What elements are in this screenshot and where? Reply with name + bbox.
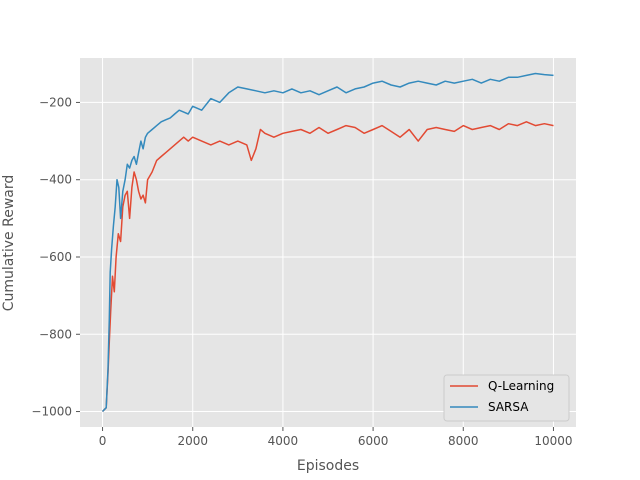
y-axis: −1000 −800 −600 −400 −200 bbox=[31, 95, 80, 419]
series-line-sarsa bbox=[101, 72, 554, 413]
x-tick-label: 4000 bbox=[268, 434, 299, 448]
series-lines bbox=[101, 72, 554, 413]
y-tick-label: −400 bbox=[39, 173, 72, 187]
legend: Q-Learning SARSA bbox=[443, 374, 570, 422]
x-tick-label: 6000 bbox=[358, 434, 389, 448]
y-tick-label: −200 bbox=[39, 95, 72, 109]
series-line-q-learning bbox=[101, 121, 554, 413]
legend-label-q-learning: Q-Learning bbox=[488, 379, 554, 393]
y-axis-label: Cumulative Reward bbox=[1, 175, 17, 312]
y-tick-label: −800 bbox=[39, 327, 72, 341]
x-axis: 0 2000 4000 6000 8000 10000 bbox=[99, 427, 573, 448]
x-tick-label: 2000 bbox=[177, 434, 208, 448]
x-tick-label: 8000 bbox=[448, 434, 479, 448]
y-tick-label: −600 bbox=[39, 250, 72, 264]
x-tick-label: 0 bbox=[99, 434, 107, 448]
x-tick-label: 10000 bbox=[534, 434, 572, 448]
y-tick-label: −1000 bbox=[31, 405, 72, 419]
legend-label-sarsa: SARSA bbox=[488, 400, 529, 414]
grid bbox=[80, 58, 576, 427]
plot-area bbox=[80, 58, 576, 427]
x-axis-label: Episodes bbox=[297, 458, 359, 474]
